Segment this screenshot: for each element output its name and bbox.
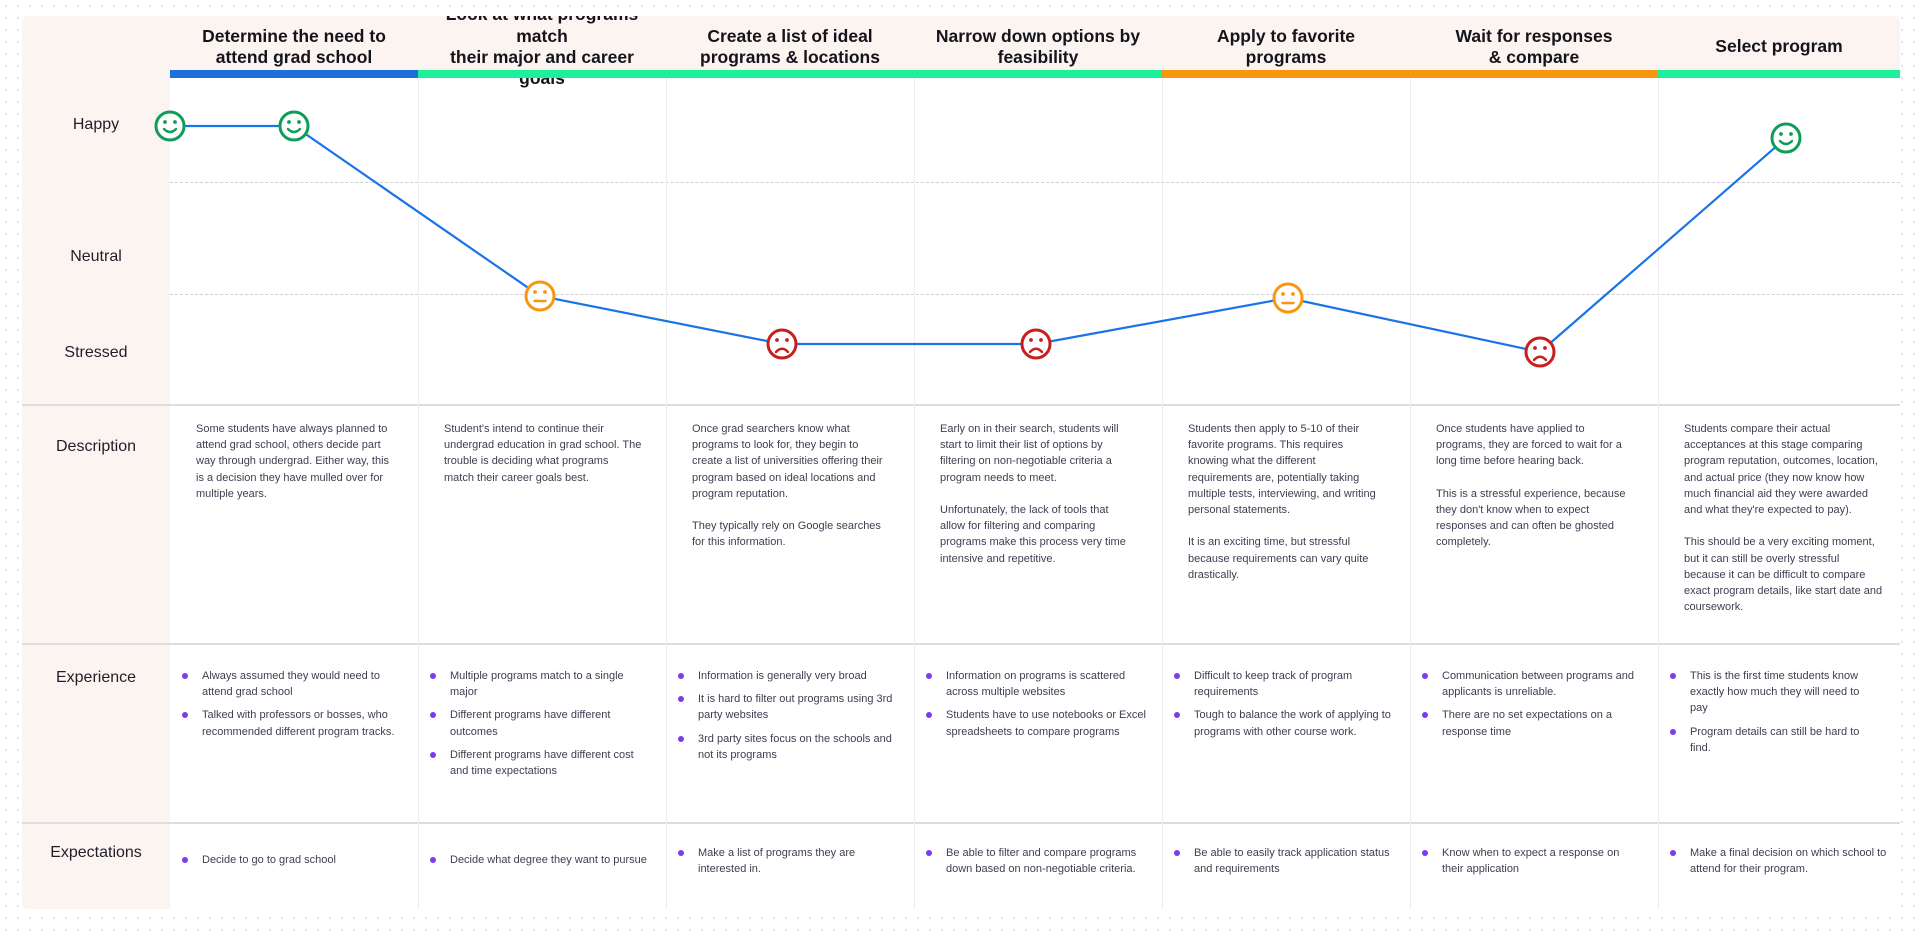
expectations-list: Decide what degree they want to pursue <box>428 852 656 868</box>
stage-color-bar <box>1658 70 1900 78</box>
stage-color-bar <box>1162 70 1410 78</box>
section-divider <box>22 822 1900 824</box>
experience-item: Information is generally very broad <box>676 668 904 684</box>
experience-item: Communication between programs and appli… <box>1420 668 1648 700</box>
column-divider <box>666 78 667 909</box>
stage-header: Select program <box>1658 16 1900 78</box>
stressed-face-icon <box>766 328 798 360</box>
row-label-stressed: Stressed <box>64 344 128 361</box>
experience-list: Communication between programs and appli… <box>1420 668 1648 747</box>
expectation-item: Decide to go to grad school <box>180 852 408 868</box>
row-label-column: Happy Neutral Stressed Description Exper… <box>22 16 170 909</box>
row-label-neutral: Neutral <box>70 248 122 265</box>
happy-face-icon <box>278 110 310 142</box>
experience-item: Tough to balance the work of applying to… <box>1172 707 1400 739</box>
happy-face-icon <box>1770 122 1802 154</box>
stage-description: Once grad searchers know what programs t… <box>692 423 883 549</box>
expectations-list: Be able to filter and compare programs d… <box>924 845 1152 877</box>
section-divider <box>22 404 1900 406</box>
stage-header: Apply to favorite programs <box>1162 16 1410 78</box>
stage-header: Look at what programs match their major … <box>418 16 666 88</box>
stage-color-bar <box>418 70 666 78</box>
stage-header: Narrow down options by feasibility <box>914 16 1162 78</box>
experience-list: Information is generally very broad It is… <box>676 668 904 770</box>
experience-list: This is the first time students know exa… <box>1668 668 1890 763</box>
neutral-face-icon <box>524 280 556 312</box>
experience-item: This is the first time students know exa… <box>1668 668 1890 717</box>
experience-item: 3rd party sites focus on the schools and… <box>676 731 904 763</box>
expectation-item: Know when to expect a response on their … <box>1420 845 1648 877</box>
experience-item: It is hard to filter out programs using … <box>676 691 904 723</box>
neutral-stressed-divider <box>170 294 1900 295</box>
experience-item: Different programs have different outcom… <box>428 707 656 739</box>
experience-item: Multiple programs match to a single majo… <box>428 668 656 700</box>
stage-description: Students compare their actual acceptance… <box>1684 423 1883 614</box>
experience-item: Information on programs is scattered acr… <box>924 668 1152 700</box>
expectations-list: Make a final decision on which school to… <box>1668 845 1890 877</box>
expectations-list: Be able to easily track application stat… <box>1172 845 1400 877</box>
emotion-curve <box>154 110 1802 368</box>
stage-color-bar <box>1410 70 1658 78</box>
stage-color-bar <box>666 70 914 78</box>
stage-color-bar <box>170 70 418 78</box>
row-label-description: Description <box>55 438 137 455</box>
expectations-list: Make a list of programs they are interes… <box>676 845 904 877</box>
neutral-face-icon <box>1272 282 1304 314</box>
expectation-item: Be able to easily track application stat… <box>1172 845 1400 877</box>
stage-description: Some students have always planned to att… <box>196 423 390 500</box>
expectations-list: Know when to expect a response on their … <box>1420 845 1648 877</box>
experience-list: Difficult to keep track of program requi… <box>1172 668 1400 747</box>
expectation-item: Decide what degree they want to pursue <box>428 852 656 868</box>
expectations-list: Decide to go to grad school <box>180 852 408 868</box>
happy-face-icon <box>154 110 186 142</box>
experience-list: Always assumed they would need to attend… <box>180 668 408 747</box>
experience-item: Talked with professors or bosses, who re… <box>180 707 408 739</box>
happy-neutral-divider <box>170 182 1900 183</box>
stage-header: Create a list of ideal programs & locati… <box>666 16 914 78</box>
experience-item: Different programs have different cost a… <box>428 747 656 779</box>
column-divider <box>1410 78 1411 909</box>
stage-description: Students then apply to 5-10 of their fav… <box>1188 423 1376 581</box>
column-divider <box>914 78 915 909</box>
experience-item: Program details can still be hard to fin… <box>1668 724 1890 756</box>
stage-description: Early on in their search, students will … <box>940 423 1126 565</box>
expectation-item: Make a final decision on which school to… <box>1668 845 1890 877</box>
experience-item: Always assumed they would need to attend… <box>180 668 408 700</box>
emotion-line <box>170 124 1787 354</box>
column-divider <box>1162 78 1163 909</box>
expectation-item: Make a list of programs they are interes… <box>676 845 904 877</box>
experience-item: Difficult to keep track of program requi… <box>1172 668 1400 700</box>
journey-map: Happy Neutral Stressed Description Exper… <box>22 16 1900 909</box>
row-label-experience: Experience <box>55 669 137 686</box>
stressed-face-icon <box>1524 336 1556 368</box>
stressed-face-icon <box>1020 328 1052 360</box>
experience-item: Students have to use notebooks or Excel … <box>924 707 1152 739</box>
column-divider <box>1658 78 1659 909</box>
expectation-item: Be able to filter and compare programs d… <box>924 845 1152 877</box>
experience-list: Information on programs is scattered acr… <box>924 668 1152 747</box>
stage-color-bar <box>914 70 1162 78</box>
section-divider <box>22 643 1900 645</box>
experience-item: There are no set expectations on a respo… <box>1420 707 1648 739</box>
row-label-expectations: Expectations <box>50 844 142 861</box>
column-divider <box>418 78 419 909</box>
stage-description: Once students have applied to programs, … <box>1436 423 1626 549</box>
stage-description: Student's intend to continue their under… <box>444 423 642 484</box>
stage-header: Determine the need to attend grad school <box>170 16 418 78</box>
row-label-happy: Happy <box>72 116 120 133</box>
stage-header: Wait for responses & compare <box>1410 16 1658 78</box>
experience-list: Multiple programs match to a single majo… <box>428 668 656 786</box>
